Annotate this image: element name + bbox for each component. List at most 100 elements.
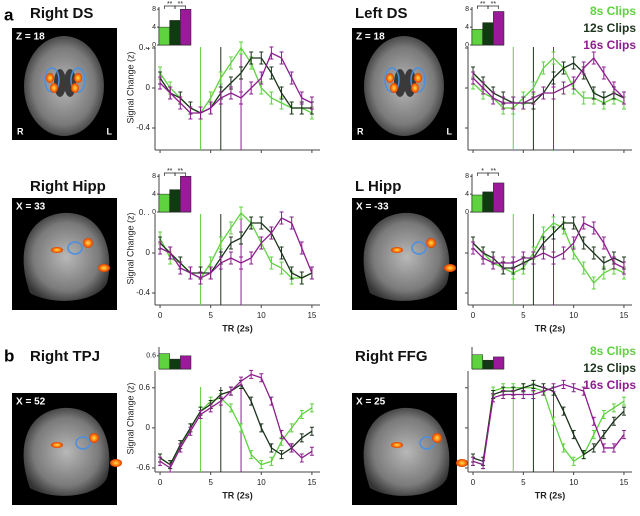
- error-bar: [541, 86, 546, 100]
- error-bar: [309, 96, 314, 110]
- inset-tick-label: 0: [152, 209, 156, 216]
- error-bar: [279, 211, 284, 225]
- error-bar: [591, 221, 596, 235]
- inset-bar: [482, 359, 494, 370]
- error-bar: [551, 51, 556, 65]
- error-bar: [491, 256, 496, 270]
- error-bar: [611, 416, 616, 426]
- slice-label: Z = 18: [16, 32, 45, 43]
- error-bar: [561, 443, 566, 453]
- inset-bar: [471, 194, 483, 213]
- slice-label: X = 52: [16, 397, 46, 408]
- y-tick-label: 0: [146, 248, 151, 257]
- error-bar: [239, 231, 244, 245]
- activation: [414, 73, 422, 83]
- error-bar: [228, 251, 233, 265]
- error-bar: [511, 256, 516, 270]
- activation: [391, 247, 403, 253]
- activation: [110, 459, 122, 467]
- error-bar: [289, 101, 294, 115]
- error-bar: [581, 236, 586, 250]
- series-line: [472, 222, 625, 269]
- x-tick-label: 15: [307, 311, 316, 320]
- inset-bar: [169, 358, 181, 370]
- error-bar: [551, 251, 556, 265]
- error-bar: [591, 86, 596, 100]
- error-bar: [228, 86, 233, 100]
- activation: [83, 238, 93, 248]
- error-bar: [279, 246, 284, 260]
- error-bar: [239, 91, 244, 105]
- x-tick-label: 10: [257, 478, 266, 487]
- brain-image: [12, 198, 117, 310]
- error-bar: [208, 101, 213, 115]
- inset-bar: [482, 22, 494, 46]
- error-bar: [168, 463, 173, 473]
- significance-bracket: [487, 172, 500, 176]
- series-line: [472, 56, 625, 104]
- significance-bracket: [487, 5, 500, 9]
- series-line: [472, 383, 625, 463]
- error-bar: [279, 450, 284, 460]
- activation: [74, 73, 82, 83]
- legend-entry: 12s Clips: [583, 361, 636, 375]
- error-bar: [571, 56, 576, 70]
- orientation-label: L: [107, 126, 113, 136]
- activation: [71, 83, 79, 93]
- error-bar: [601, 236, 606, 250]
- error-bar: [259, 71, 264, 85]
- x-axis-label: TR (2s): [222, 490, 253, 500]
- error-bar: [208, 403, 213, 413]
- error-bar: [581, 61, 586, 75]
- error-bar: [481, 251, 486, 265]
- error-bar: [299, 453, 304, 463]
- error-bar: [621, 396, 626, 406]
- activation: [51, 247, 63, 253]
- error-bar: [621, 261, 626, 275]
- error-bar: [198, 271, 203, 285]
- error-bar: [269, 66, 274, 80]
- x-tick-label: 10: [569, 478, 578, 487]
- error-bar: [621, 430, 626, 440]
- activation: [432, 433, 442, 443]
- error-bar: [571, 216, 576, 230]
- error-bar: [601, 91, 606, 105]
- error-bar: [249, 369, 254, 379]
- y-axis-label: Signal Change (z): [125, 51, 135, 123]
- error-bar: [591, 246, 596, 260]
- chart-title: Right DS: [30, 5, 93, 22]
- inset-tick-label: 0.6: [146, 353, 156, 360]
- error-bar: [581, 216, 586, 230]
- x-axis-label: TR (2s): [222, 323, 253, 333]
- error-bar: [279, 86, 284, 100]
- error-bar: [481, 81, 486, 95]
- brain-image: [12, 28, 117, 140]
- significance-label: **: [167, 168, 173, 175]
- y-tick-label: -0.4: [136, 123, 150, 132]
- inset-bar: [180, 8, 192, 46]
- inset-bar: [493, 182, 505, 213]
- activation: [411, 83, 419, 93]
- error-bar: [188, 106, 193, 120]
- error-bar: [269, 256, 274, 270]
- y-tick-label: -0.6: [136, 463, 150, 472]
- error-bar: [218, 396, 223, 406]
- error-bar: [611, 443, 616, 453]
- error-bar: [168, 86, 173, 100]
- inset-bar: [482, 191, 494, 213]
- y-axis-label: Signal Change (z): [125, 212, 135, 284]
- error-bar: [158, 456, 163, 466]
- chart-title: Right FFG: [355, 348, 427, 365]
- error-bar: [249, 450, 254, 460]
- slice-label: X = -33: [356, 202, 389, 213]
- x-tick-label: 5: [521, 311, 526, 320]
- legend-entry: 12s Clips: [583, 21, 636, 35]
- error-bar: [531, 251, 536, 265]
- error-bar: [178, 96, 183, 110]
- inset-bar: [158, 26, 170, 46]
- error-bar: [299, 410, 304, 420]
- error-bar: [218, 256, 223, 270]
- error-bar: [228, 221, 233, 235]
- error-bar: [561, 81, 566, 95]
